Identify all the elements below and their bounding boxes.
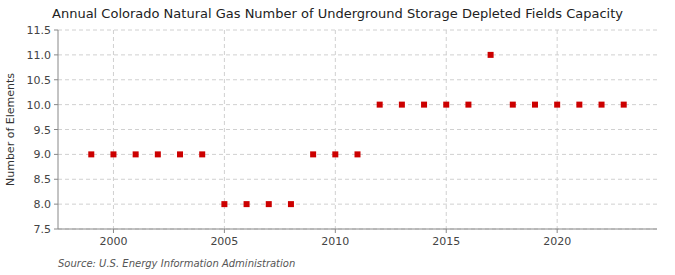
y-tick bbox=[54, 104, 58, 105]
point bbox=[532, 102, 538, 108]
x-tick bbox=[224, 229, 225, 233]
y-grid-line bbox=[58, 179, 657, 180]
y-grid-line bbox=[58, 79, 657, 80]
y-tick bbox=[54, 154, 58, 155]
y-tick bbox=[54, 229, 58, 230]
x-tick bbox=[335, 229, 336, 233]
x-tick-label: 2015 bbox=[432, 235, 460, 248]
x-axis-line bbox=[58, 229, 657, 230]
points bbox=[88, 52, 626, 207]
y-grid-line bbox=[58, 30, 657, 31]
point bbox=[332, 151, 338, 157]
point bbox=[177, 151, 183, 157]
point bbox=[510, 102, 516, 108]
chart: Annual Colorado Natural Gas Number of Un… bbox=[0, 0, 675, 275]
y-tick-label: 10.0 bbox=[27, 99, 52, 112]
point bbox=[266, 201, 272, 207]
y-tick bbox=[54, 79, 58, 80]
point bbox=[110, 151, 116, 157]
point bbox=[88, 151, 94, 157]
y-tick-label: 8.5 bbox=[34, 173, 52, 186]
point bbox=[199, 151, 205, 157]
x-tick bbox=[113, 229, 114, 233]
x-grid-line bbox=[335, 30, 336, 229]
source-note: Source: U.S. Energy Information Administ… bbox=[58, 258, 295, 269]
point bbox=[576, 102, 582, 108]
point bbox=[155, 151, 161, 157]
y-tick-label: 9.5 bbox=[34, 124, 52, 137]
point bbox=[355, 151, 361, 157]
y-axis-line bbox=[58, 30, 59, 229]
y-tick-label: 11.0 bbox=[27, 49, 52, 62]
point bbox=[310, 151, 316, 157]
y-tick bbox=[54, 30, 58, 31]
y-grid-line bbox=[58, 229, 657, 230]
y-tick-label: 10.5 bbox=[27, 74, 52, 87]
point bbox=[377, 102, 383, 108]
x-tick bbox=[557, 229, 558, 233]
y-tick bbox=[54, 179, 58, 180]
x-tick-label: 2000 bbox=[99, 235, 127, 248]
y-tick-label: 9.0 bbox=[34, 148, 52, 161]
y-grid-line bbox=[58, 129, 657, 130]
point bbox=[244, 201, 250, 207]
x-tick bbox=[446, 229, 447, 233]
point bbox=[554, 102, 560, 108]
grid bbox=[58, 30, 657, 229]
y-axis-label: Number of Elements bbox=[4, 73, 17, 186]
point bbox=[621, 102, 627, 108]
point bbox=[133, 151, 139, 157]
point bbox=[465, 102, 471, 108]
y-tick bbox=[54, 204, 58, 205]
x-tick-label: 2010 bbox=[321, 235, 349, 248]
point bbox=[421, 102, 427, 108]
title: Annual Colorado Natural Gas Number of Un… bbox=[52, 6, 623, 21]
point bbox=[443, 102, 449, 108]
y-tick bbox=[54, 54, 58, 55]
x-grid-line bbox=[113, 30, 114, 229]
point bbox=[288, 201, 294, 207]
x-grid-line bbox=[446, 30, 447, 229]
y-grid-line bbox=[58, 54, 657, 55]
y-tick-label: 8.0 bbox=[34, 198, 52, 211]
point bbox=[399, 102, 405, 108]
point bbox=[221, 201, 227, 207]
y-grid-line bbox=[58, 104, 657, 105]
y-tick-label: 7.5 bbox=[34, 223, 52, 236]
x-tick-label: 2020 bbox=[543, 235, 571, 248]
x-grid-line bbox=[224, 30, 225, 229]
chart-container: Annual Colorado Natural Gas Number of Un… bbox=[0, 0, 675, 275]
y-tick-label: 11.5 bbox=[27, 24, 52, 37]
point bbox=[488, 52, 494, 58]
point bbox=[599, 102, 605, 108]
x-grid-line bbox=[557, 30, 558, 229]
x-tick-label: 2005 bbox=[210, 235, 238, 248]
y-tick bbox=[54, 129, 58, 130]
y-grid-line bbox=[58, 204, 657, 205]
